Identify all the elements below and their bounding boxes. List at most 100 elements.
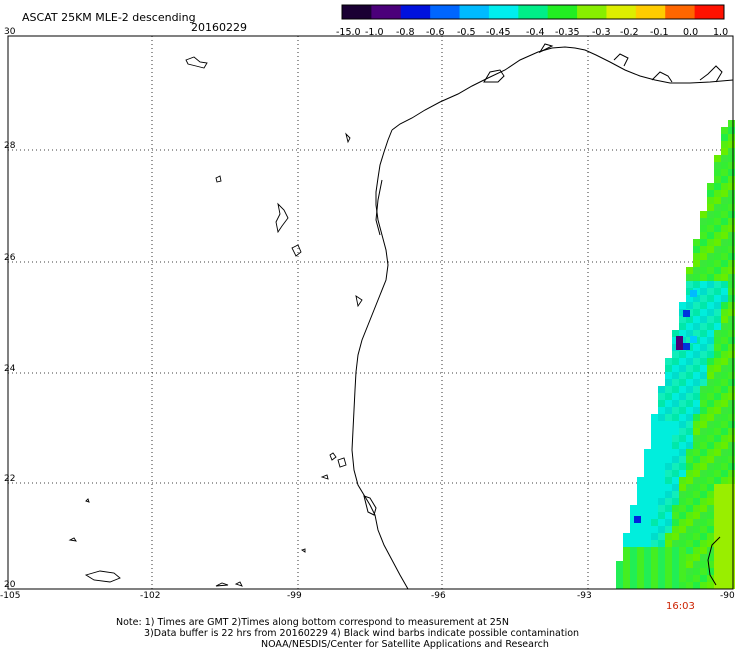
swath-cell: [700, 526, 707, 533]
swath-cell: [728, 330, 735, 337]
swath-cell: [707, 372, 714, 379]
swath-cell: [707, 274, 714, 281]
swath-cell: [700, 330, 707, 337]
swath-cell: [721, 582, 728, 589]
swath-cell: [686, 568, 693, 575]
swath-cell: [700, 435, 707, 442]
swath-cell: [714, 351, 721, 358]
swath-cell: [686, 316, 693, 323]
swath-cell: [658, 540, 665, 547]
swath-cell: [616, 582, 623, 589]
swath-cell: [679, 400, 686, 407]
swath-cell: [665, 498, 672, 505]
swath-cell: [637, 582, 644, 589]
swath-cell: [672, 540, 679, 547]
swath-cell: [714, 561, 721, 568]
swath-cell: [728, 337, 735, 344]
swath-cell: [693, 533, 700, 540]
swath-cell: [728, 183, 735, 190]
swath-cell: [679, 512, 686, 519]
swath-cell: [693, 330, 700, 337]
swath-cell: [707, 232, 714, 239]
swath-cell: [686, 295, 693, 302]
swath-cell: [728, 141, 735, 148]
swath-cell: [707, 365, 714, 372]
swath-cell: [728, 582, 735, 589]
swath-cell: [672, 498, 679, 505]
swath-cell: [714, 204, 721, 211]
swath-cell: [679, 428, 686, 435]
swath-cell: [665, 477, 672, 484]
swath-cell: [686, 456, 693, 463]
swath-cell: [728, 414, 735, 421]
swath-cell: [707, 323, 714, 330]
swath-cell: [644, 547, 651, 554]
swath-cell: [679, 568, 686, 575]
swath-cell: [644, 449, 651, 456]
swath-cell: [714, 323, 721, 330]
swath-cell: [665, 358, 672, 365]
swath-cell: [658, 400, 665, 407]
swath-cell: [665, 547, 672, 554]
swath-cell-anomaly: [690, 336, 697, 343]
swath-cell: [700, 302, 707, 309]
swath-cell: [728, 295, 735, 302]
swath-cell: [679, 526, 686, 533]
swath-cell: [700, 365, 707, 372]
swath-cell: [728, 323, 735, 330]
swath-cell: [700, 463, 707, 470]
swath-cell: [637, 575, 644, 582]
colorbar-swatch: [547, 5, 578, 19]
swath-cell: [665, 442, 672, 449]
swath-cell: [728, 477, 735, 484]
swath-cell: [672, 582, 679, 589]
swath-cell: [686, 372, 693, 379]
swath-cell: [630, 554, 637, 561]
swath-cell: [714, 575, 721, 582]
swath-cell: [714, 253, 721, 260]
swath-cell: [651, 554, 658, 561]
swath-cell: [700, 442, 707, 449]
swath-cell: [658, 554, 665, 561]
colorbar-swatch: [459, 5, 490, 19]
swath-cell: [644, 561, 651, 568]
swath-cell: [665, 428, 672, 435]
ascat-swath: [616, 120, 735, 589]
lat-label: 22: [4, 474, 16, 484]
swath-cell: [700, 309, 707, 316]
swath-cell: [714, 512, 721, 519]
swath-cell: [616, 568, 623, 575]
swath-cell: [700, 512, 707, 519]
swath-cell: [707, 400, 714, 407]
swath-cell: [714, 498, 721, 505]
swath-cell: [700, 211, 707, 218]
swath-cell: [714, 218, 721, 225]
swath-cell: [665, 379, 672, 386]
swath-cell: [658, 477, 665, 484]
swath-cell: [728, 288, 735, 295]
swath-cell: [693, 561, 700, 568]
swath-cell: [637, 526, 644, 533]
swath-cell: [623, 568, 630, 575]
swath-cell: [644, 512, 651, 519]
swath-cell: [707, 512, 714, 519]
swath-cell: [665, 505, 672, 512]
colorbar-swatch: [518, 5, 549, 19]
swath-cell: [721, 575, 728, 582]
swath-cell: [686, 428, 693, 435]
swath-cell: [721, 421, 728, 428]
swath-cell: [707, 582, 714, 589]
swath-cell: [693, 281, 700, 288]
swath-cell: [693, 372, 700, 379]
swath-cell: [644, 491, 651, 498]
swath-cell: [679, 316, 686, 323]
swath-cell: [644, 568, 651, 575]
swath-cell: [693, 421, 700, 428]
swath-cell: [679, 498, 686, 505]
swath-cell: [630, 505, 637, 512]
swath-cell: [679, 470, 686, 477]
swath-cell: [679, 442, 686, 449]
swath-cell: [707, 344, 714, 351]
swath-cell: [700, 372, 707, 379]
